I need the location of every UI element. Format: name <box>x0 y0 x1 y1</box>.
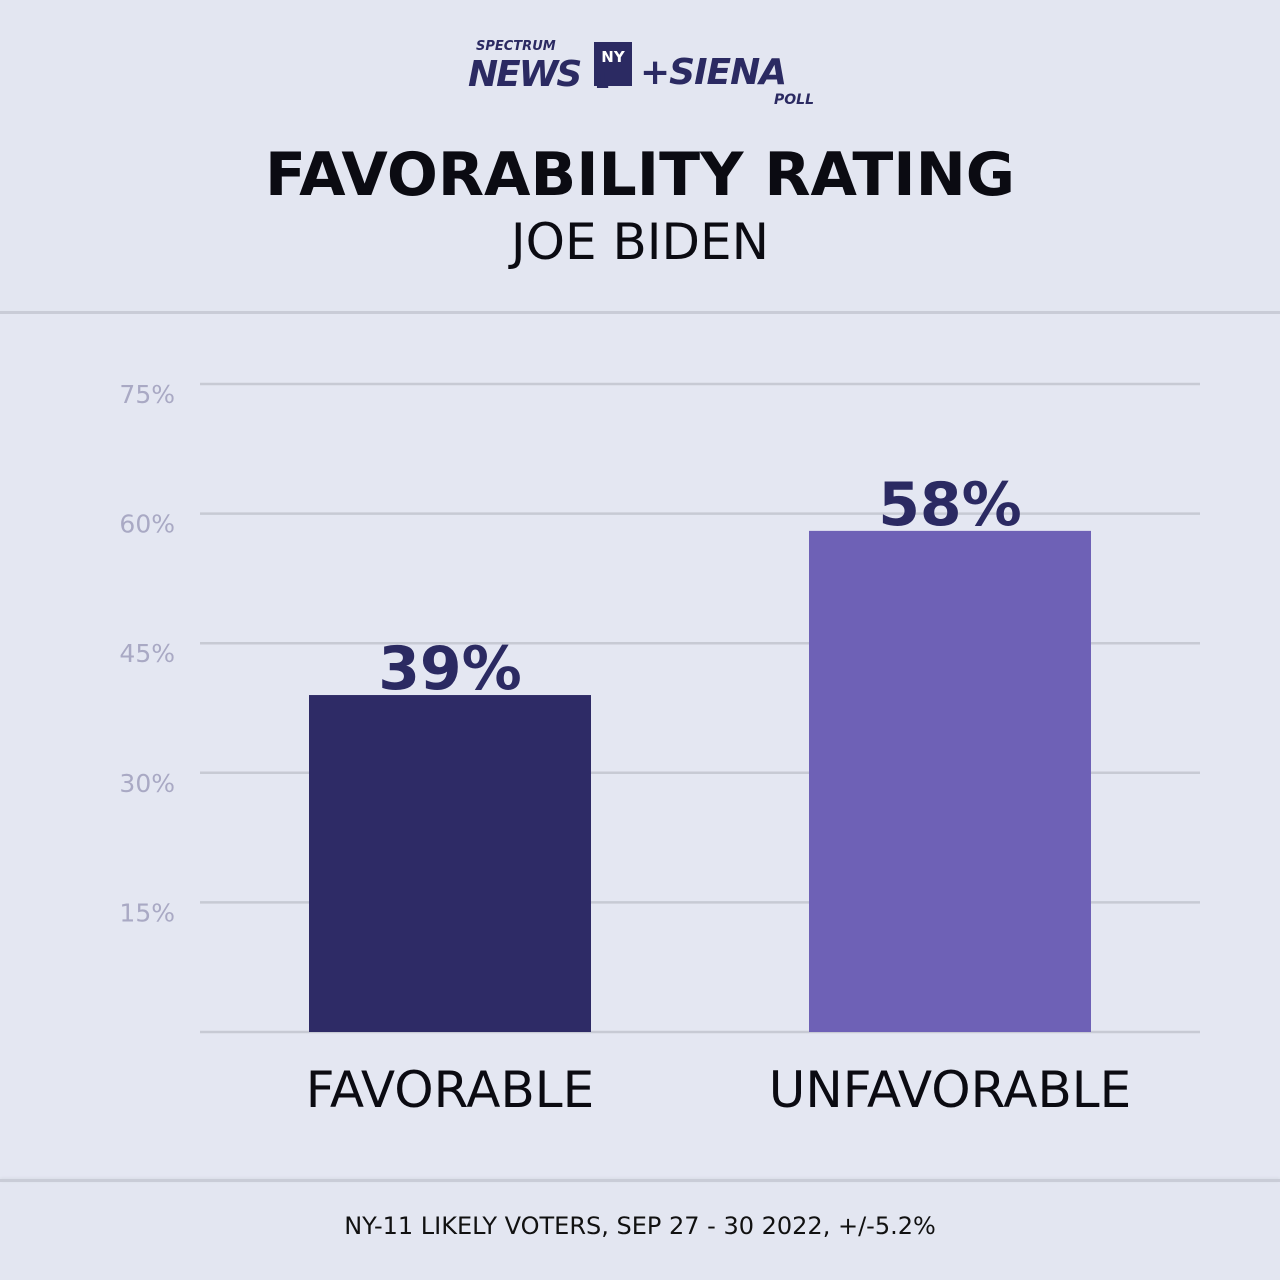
footer-note: NY-11 LIKELY VOTERS, SEP 27 - 30 2022, +… <box>344 1212 936 1240</box>
footer-divider <box>0 1179 1280 1182</box>
ny1-badge: NY 1 <box>594 42 632 94</box>
chart-title: FAVORABILITY RATING <box>264 140 1016 210</box>
value-label: 39% <box>378 634 522 704</box>
bar-unfavorable <box>809 530 1091 1032</box>
logo-news-text: NEWS <box>468 54 580 95</box>
logo-spectrum-text: SPECTRUM <box>476 39 556 54</box>
bar-favorable <box>309 695 591 1032</box>
value-label: 58% <box>878 470 1022 540</box>
y-tick-label: 75% <box>119 380 175 409</box>
logo-poll-text: POLL <box>774 92 814 108</box>
y-tick-label: 30% <box>119 769 175 798</box>
category-label: FAVORABLE <box>306 1061 595 1119</box>
logo-siena-text: +SIENA <box>640 52 786 93</box>
y-tick-label: 15% <box>119 898 175 927</box>
logo-ny-text: NY <box>601 48 626 66</box>
header-divider <box>0 311 1280 314</box>
spectrum-news-siena-poll-logo: SPECTRUM NEWS NY 1 +SIENA POLL <box>468 39 814 108</box>
category-label: UNFAVORABLE <box>769 1061 1132 1119</box>
logo-1-text: 1 <box>594 69 609 94</box>
chart-area: 15% 30% 45% 60% 75% 39% FAVORABLE 58% UNFAVORABL… <box>0 314 1280 1179</box>
header: SPECTRUM NEWS NY 1 +SIENA POLL FAVORABIL… <box>0 0 1280 312</box>
y-tick-label: 60% <box>119 510 175 539</box>
y-tick-label: 45% <box>119 639 175 668</box>
chart-subtitle: JOE BIDEN <box>510 213 770 271</box>
bar-chart: 15% 30% 45% 60% 75% 39% FAVORABLE 58% UNFAVORABL… <box>119 380 1200 1119</box>
